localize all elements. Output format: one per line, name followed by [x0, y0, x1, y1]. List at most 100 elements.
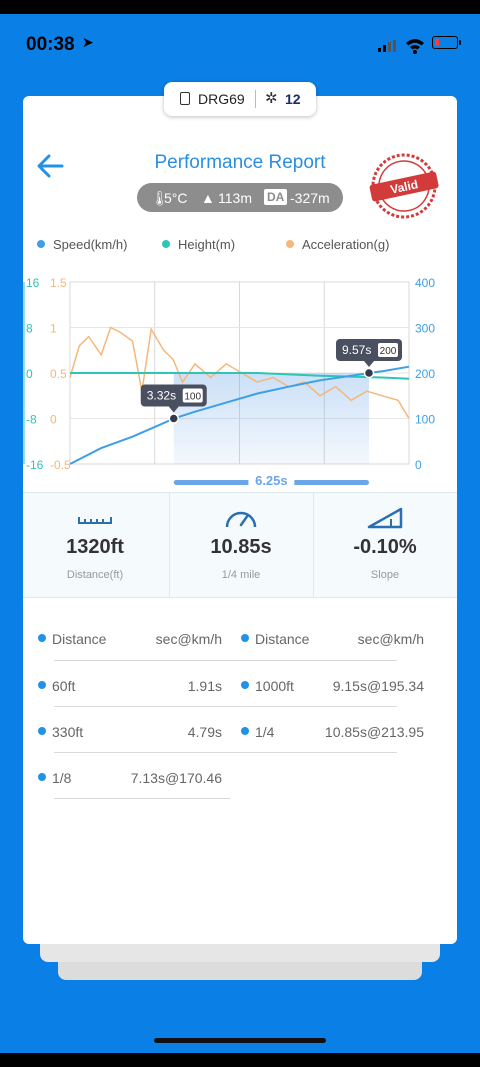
acceleration-line — [69, 326, 410, 419]
list-bullet — [38, 727, 46, 735]
row-divider — [54, 660, 397, 661]
legend-label: Height(m) — [178, 237, 236, 252]
divider — [255, 90, 256, 108]
split-value: 4.79s — [187, 724, 222, 740]
device-icon — [180, 92, 190, 105]
marker-tooltip-pointer — [364, 361, 375, 367]
divider — [313, 493, 314, 597]
stat-slope: -0.10% Slope — [313, 493, 457, 597]
height-tick-label: -8 — [26, 413, 37, 427]
height-tick-label: 8 — [26, 322, 33, 336]
slope-icon — [367, 507, 403, 529]
battery-icon — [432, 36, 461, 49]
conditions-pill: 🌡 5°C ▲ 113m DA -327m — [137, 183, 343, 212]
cellular-signal-icon — [378, 40, 396, 52]
height-tick-label: -16 — [26, 458, 44, 472]
density-altitude-value: -327m — [290, 190, 330, 206]
page-title: Performance Report — [154, 152, 326, 173]
marker-tooltip-pointer — [168, 406, 179, 413]
performance-chart[interactable]: 16 8 0 -8 -16 1.5 1 0.5 0 -0.5 400 300 200 100 0 3.32s 1… — [0, 260, 480, 492]
legend-height[interactable]: Height(m) — [162, 237, 235, 252]
speed-tick-label: 100 — [415, 413, 435, 427]
density-altitude-badge: DA — [264, 189, 288, 205]
thermometer-icon: 🌡 — [151, 190, 169, 206]
accel-tick-label: 1 — [50, 322, 57, 336]
list-bullet — [38, 681, 46, 689]
table-header-unit: sec@km/h — [155, 631, 222, 647]
marker-time: 3.32s — [147, 389, 176, 403]
stat-value: 1320ft — [66, 536, 124, 558]
legend-dot — [162, 240, 170, 248]
temperature-value: 5°C — [164, 190, 188, 206]
split-value: 7.13s@170.46 — [130, 770, 222, 786]
stat-label: 1/4 mile — [221, 569, 261, 581]
status-time: 00:38 — [26, 34, 75, 55]
accel-tick-label: 1.5 — [50, 276, 67, 290]
stat-value: 10.85s — [210, 536, 272, 558]
location-arrow-icon: ➤ — [82, 34, 94, 50]
stat-quarter-mile: 10.85s 1/4 mile — [169, 493, 313, 597]
ruler-icon — [78, 517, 112, 524]
table-header-unit: sec@km/h — [357, 631, 424, 647]
home-indicator[interactable] — [154, 1038, 326, 1043]
marker-speed-badge — [182, 388, 203, 403]
split-label: 1000ft — [255, 678, 294, 694]
legend-dot — [37, 240, 45, 248]
table-header-label: Distance — [52, 631, 107, 647]
satellite-count: 12 — [285, 91, 301, 107]
split-value: 1.91s — [187, 678, 222, 694]
legend-label: Speed(km/h) — [53, 237, 128, 252]
row-divider — [54, 706, 397, 707]
speed-tick-label: 300 — [415, 322, 435, 336]
stamp-text: Valid — [389, 177, 419, 197]
mountain-icon: ▲ — [201, 190, 215, 206]
height-tick-label: 16 — [26, 276, 40, 290]
valid-stamp: Valid — [369, 153, 439, 219]
list-bullet — [241, 681, 249, 689]
marker-speed-badge — [378, 343, 399, 357]
divider — [169, 493, 170, 597]
interval-label: 6.25s — [255, 473, 288, 488]
top-black-bar — [0, 0, 480, 14]
list-bullet — [38, 773, 46, 781]
satellite-icon: ✲ — [265, 90, 278, 107]
list-bullet — [38, 634, 46, 642]
split-value: 9.15s@195.34 — [332, 678, 424, 694]
device-name: DRG69 — [198, 91, 245, 107]
speed-tick-label: 0 — [415, 458, 422, 472]
accel-tick-label: 0.5 — [50, 367, 67, 381]
speed-tick-label: 200 — [415, 367, 435, 381]
legend-acceleration[interactable]: Acceleration(g) — [286, 237, 389, 252]
device-badge[interactable]: DRG69 ✲ 12 — [164, 82, 316, 116]
marker-speed: 200 — [380, 346, 397, 357]
height-line — [70, 372, 410, 380]
wifi-icon — [406, 39, 424, 54]
speedometer-icon — [225, 511, 257, 528]
stat-label: Distance(ft) — [66, 569, 124, 581]
stat-label: Slope — [370, 569, 400, 581]
stat-value: -0.10% — [353, 536, 417, 558]
accel-tick-label: 0 — [50, 413, 57, 427]
altitude-value: 113m — [218, 190, 252, 206]
marker-point — [363, 367, 375, 379]
back-arrow-icon[interactable] — [34, 150, 66, 182]
list-bullet — [241, 727, 249, 735]
status-bar: 00:38 ➤ — [0, 14, 480, 74]
split-label: 1/8 — [52, 770, 72, 786]
interval-label-bg — [248, 471, 295, 489]
row-divider — [54, 752, 397, 753]
stats-panel: 1320ft Distance(ft) 10.85s 1/4 mile -0.1… — [23, 492, 457, 598]
list-bullet — [241, 634, 249, 642]
height-tick-label: 0 — [26, 367, 33, 381]
row-divider — [54, 798, 230, 799]
bottom-black-bar — [0, 1053, 480, 1067]
split-label: 330ft — [52, 724, 84, 740]
accel-tick-label: -0.5 — [50, 458, 71, 472]
legend-label: Acceleration(g) — [302, 237, 390, 252]
legend-speed[interactable]: Speed(km/h) — [37, 237, 127, 252]
marker-speed: 100 — [184, 392, 201, 403]
marker-time: 9.57s — [342, 343, 371, 357]
split-label: 60ft — [52, 678, 76, 694]
legend-dot — [286, 240, 294, 248]
speed-tick-label: 400 — [415, 276, 435, 290]
